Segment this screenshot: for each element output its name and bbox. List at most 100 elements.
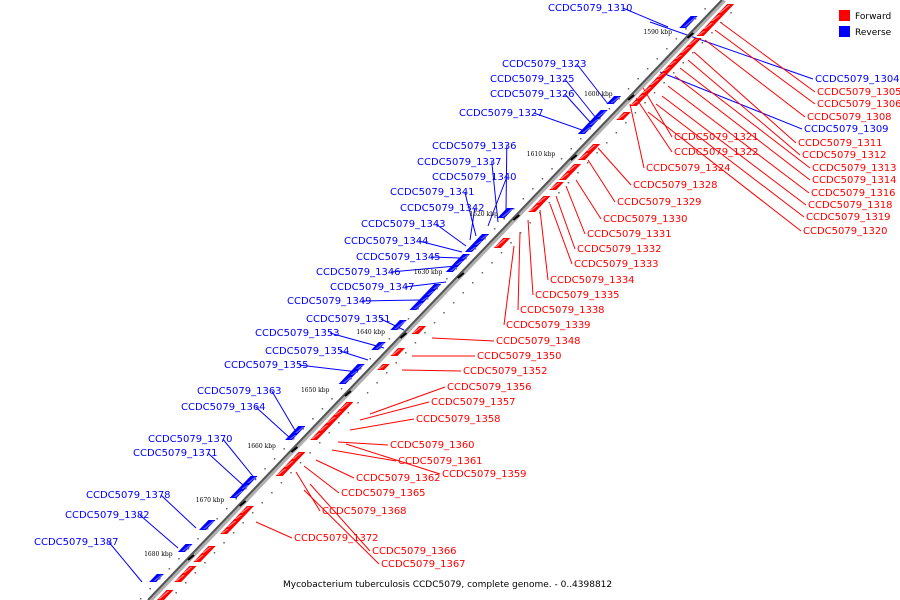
gene-arrow-highlight bbox=[276, 469, 287, 475]
reverse-gene-label: CCDC5079_1340 bbox=[432, 172, 517, 183]
reverse-leader-line bbox=[622, 7, 669, 28]
minor-tick-dot bbox=[685, 28, 687, 30]
minor-tick-dot bbox=[627, 88, 630, 90]
minor-tick-dot bbox=[570, 148, 572, 150]
reverse-leader-line bbox=[649, 21, 814, 80]
gene-arrow-highlight bbox=[642, 87, 652, 93]
minor-tick-dot bbox=[599, 118, 601, 120]
gene-arrow-highlight bbox=[202, 521, 215, 529]
forward-gene-label: CCDC5079_1311 bbox=[798, 138, 883, 149]
minor-tick-dot bbox=[328, 432, 331, 434]
minor-tick-dot bbox=[656, 58, 659, 60]
gene-arrows bbox=[149, 4, 735, 600]
minor-tick-dot bbox=[704, 8, 706, 10]
forward-leader-line bbox=[667, 85, 810, 194]
forward-leader-line bbox=[255, 521, 293, 539]
legend-forward-label: Forward bbox=[855, 12, 891, 22]
minor-tick-dot bbox=[159, 578, 161, 580]
gene-arrow-highlight bbox=[501, 209, 514, 217]
minor-tick-dot bbox=[168, 568, 171, 570]
forward-leader-line bbox=[303, 489, 380, 565]
minor-tick-dot bbox=[149, 588, 151, 590]
minor-tick-dot bbox=[357, 402, 359, 404]
minor-tick-dot bbox=[187, 548, 190, 550]
forward-leader-line bbox=[517, 231, 521, 311]
gene-arrow-highlight bbox=[674, 55, 683, 59]
forward-leader-line bbox=[661, 95, 807, 206]
minor-tick-dot bbox=[309, 452, 311, 454]
reverse-leader-line bbox=[271, 390, 297, 433]
label-leader-lines bbox=[108, 7, 816, 583]
gene-arrow-highlight bbox=[226, 521, 237, 527]
gene-arrow-highlight bbox=[559, 173, 570, 179]
reverse-leader-line bbox=[329, 332, 385, 349]
reverse-leader-line bbox=[380, 318, 405, 331]
forward-gene-label: CCDC5079_1306 bbox=[817, 99, 900, 110]
scale-tick-mark bbox=[627, 94, 635, 101]
forward-gene-label: CCDC5079_1320 bbox=[803, 226, 888, 237]
gene-arrow-highlight bbox=[630, 101, 639, 105]
reverse-leader-line bbox=[469, 207, 476, 241]
reverse-gene-label: CCDC5079_1351 bbox=[306, 314, 391, 325]
minor-tick-dot bbox=[465, 258, 467, 260]
forward-gene-label: CCDC5079_1331 bbox=[587, 229, 672, 240]
forward-gene-label: CCDC5079_1359 bbox=[442, 469, 527, 480]
forward-gene-arrow bbox=[635, 94, 649, 100]
reverse-gene-arrow bbox=[470, 240, 484, 246]
reverse-leader-line bbox=[533, 112, 583, 131]
reverse-gene-label: CCDC5079_1341 bbox=[390, 187, 475, 198]
gene-arrow-highlight bbox=[241, 485, 249, 489]
reverse-gene-label: CCDC5079_1354 bbox=[265, 346, 350, 357]
minor-tick-dot bbox=[730, 12, 732, 14]
gene-arrow-highlight bbox=[421, 297, 429, 301]
gene-arrow-highlight bbox=[480, 235, 489, 239]
gene-arrow-highlight bbox=[668, 61, 677, 65]
gene-arrow-highlight bbox=[597, 111, 607, 117]
forward-gene-label: CCDC5079_1357 bbox=[431, 397, 516, 408]
reverse-gene-arrow bbox=[422, 290, 436, 296]
reverse-leader-line bbox=[207, 452, 245, 487]
gene-arrow-highlight bbox=[311, 433, 321, 439]
gene-arrow-highlight bbox=[233, 491, 244, 497]
forward-leader-line bbox=[369, 386, 446, 415]
minor-tick-dot bbox=[424, 332, 426, 334]
forward-leader-line bbox=[687, 59, 801, 156]
minor-tick-dot bbox=[302, 428, 305, 430]
minor-tick-dot bbox=[376, 382, 378, 384]
gene-arrow-highlight bbox=[649, 79, 660, 85]
minor-tick-dot bbox=[185, 582, 187, 584]
scale-tick-label: 1680 kbp bbox=[144, 551, 173, 558]
minor-tick-dot bbox=[398, 328, 400, 330]
gene-arrow-highlight bbox=[342, 377, 353, 383]
reverse-leader-line bbox=[255, 406, 291, 439]
minor-tick-dot bbox=[672, 72, 675, 74]
minor-tick-dot bbox=[589, 128, 592, 130]
reverse-gene-label: CCDC5079_1326 bbox=[490, 89, 575, 100]
gene-arrow-highlight bbox=[413, 303, 424, 309]
legend-reverse-label: Reverse bbox=[855, 28, 892, 38]
gene-arrow-highlight bbox=[240, 507, 250, 513]
forward-gene-label: CCDC5079_1348 bbox=[496, 336, 581, 347]
gene-arrow-highlight bbox=[234, 515, 243, 519]
forward-leader-line bbox=[679, 67, 811, 169]
minor-tick-dot bbox=[223, 542, 225, 544]
forward-leader-line bbox=[555, 195, 576, 250]
legend-forward-swatch bbox=[839, 10, 850, 21]
minor-tick-dot bbox=[446, 278, 448, 280]
gene-arrow-highlight bbox=[284, 461, 294, 467]
gene-labels: CCDC5079_1310 CCDC5079_1323 CCDC5079_1325 C… bbox=[34, 3, 900, 570]
gene-arrow-highlight bbox=[378, 365, 386, 369]
gene-arrow-highlight bbox=[703, 23, 713, 29]
gene-arrow-highlight bbox=[494, 239, 507, 247]
minor-tick-dot bbox=[340, 388, 343, 390]
forward-gene-arrow bbox=[662, 66, 675, 72]
scale-tick-label: 1650 kbp bbox=[301, 387, 330, 394]
reverse-leader-line bbox=[435, 223, 467, 247]
minor-tick-dot bbox=[312, 418, 314, 420]
minor-tick-dot bbox=[558, 192, 560, 194]
gene-arrow-highlight bbox=[657, 73, 666, 77]
forward-leader-line bbox=[674, 75, 811, 181]
minor-tick-dot bbox=[405, 352, 407, 354]
reverse-leader-line bbox=[361, 299, 421, 302]
gene-arrow-highlight bbox=[221, 529, 229, 533]
